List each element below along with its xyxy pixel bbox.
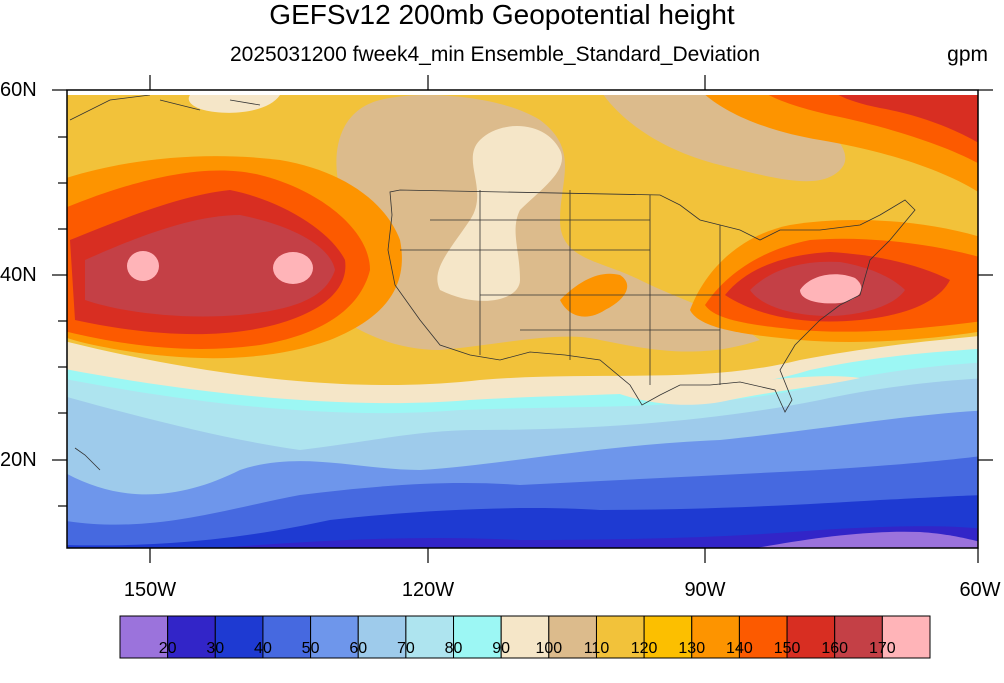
plot-frame bbox=[66, 89, 979, 549]
colorbar-label: 120 bbox=[630, 640, 658, 657]
colorbar-label: 150 bbox=[773, 640, 801, 657]
peak-east bbox=[800, 274, 862, 304]
colorbar-swatch bbox=[548, 615, 597, 659]
shaded-field bbox=[67, 95, 978, 548]
colorbar-swatch bbox=[310, 615, 359, 659]
colorbar-swatch bbox=[691, 615, 740, 659]
axis-ticks bbox=[52, 75, 993, 563]
colorbar-label: 40 bbox=[254, 640, 272, 657]
units-label: gpm bbox=[947, 43, 988, 66]
zone-100-gulf bbox=[590, 376, 860, 405]
lon-label-120w: 120W bbox=[401, 579, 455, 601]
colorbar-label: 160 bbox=[821, 640, 849, 657]
colorbar-swatch bbox=[262, 615, 312, 659]
colorbar-label: 60 bbox=[349, 640, 368, 657]
zone-100 bbox=[437, 126, 562, 301]
colorbar-swatch bbox=[357, 615, 407, 659]
lon-label-150w: 150W bbox=[123, 579, 177, 601]
max-170-west bbox=[85, 215, 335, 317]
colorbar-label: 90 bbox=[492, 640, 511, 657]
band-10 bbox=[756, 531, 978, 548]
lat-label-60n: 60N bbox=[0, 79, 37, 101]
colorbar-swatch bbox=[214, 615, 264, 659]
zone-110 bbox=[300, 95, 760, 352]
colorbar-swatch bbox=[119, 615, 169, 659]
colorbar-swatch bbox=[595, 615, 645, 659]
colorbar-label: 20 bbox=[158, 640, 177, 657]
map-subtitle: 2025031200 fweek4_min Ensemble_Standard_… bbox=[230, 43, 761, 66]
colorbar-label: 110 bbox=[583, 640, 610, 657]
colorbar-label: 140 bbox=[726, 640, 753, 657]
colorbar-label: 100 bbox=[535, 640, 563, 657]
coastlines bbox=[69, 95, 916, 471]
colorbar-label: 130 bbox=[678, 640, 706, 657]
lon-label-90w: 90W bbox=[684, 579, 726, 601]
lat-label-20n: 20N bbox=[0, 449, 37, 471]
lon-label-60w: 60W bbox=[959, 579, 1001, 601]
peak-west-1 bbox=[127, 251, 159, 281]
zone-100-north bbox=[188, 95, 280, 113]
max-ne-160 bbox=[838, 95, 978, 143]
peak-west-2 bbox=[273, 252, 313, 284]
colorbar-swatch bbox=[881, 615, 931, 659]
colorbar-label: 30 bbox=[206, 640, 225, 657]
colorbar-label: 80 bbox=[444, 640, 463, 657]
colorbar-label: 170 bbox=[868, 640, 896, 657]
colorbar-swatch bbox=[786, 615, 836, 659]
lat-label-40n: 40N bbox=[0, 264, 37, 286]
colorbar-swatch bbox=[500, 615, 550, 659]
colorbar-swatch bbox=[167, 615, 216, 659]
colorbar-label: 50 bbox=[301, 640, 320, 657]
colorbar-label: 70 bbox=[396, 640, 415, 657]
page-title: GEFSv12 200mb Geopotential height bbox=[269, 0, 735, 30]
